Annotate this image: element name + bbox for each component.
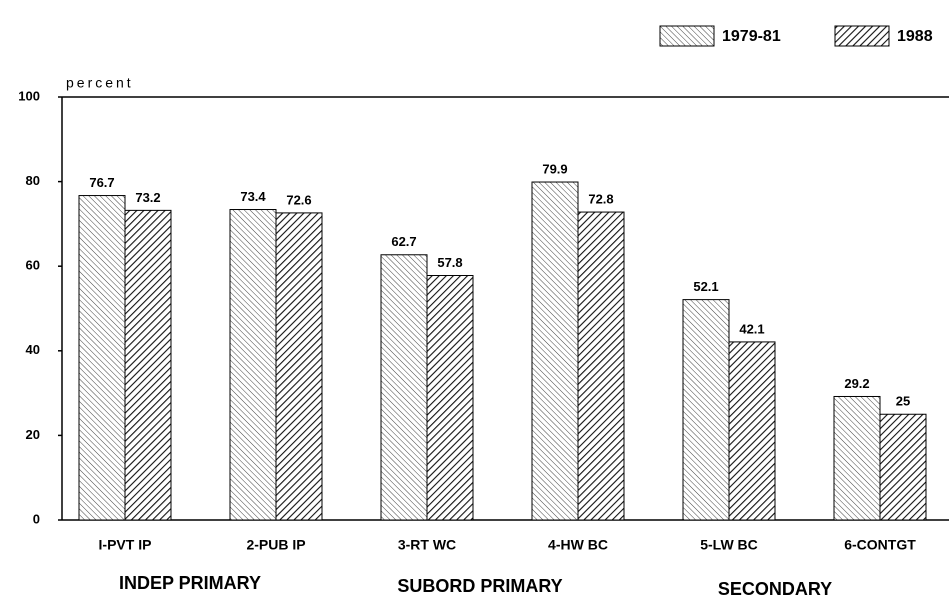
group-label: INDEP PRIMARY [119,573,261,593]
value-label: 72.8 [588,191,613,206]
x-tick-label: 2-PUB IP [246,537,305,553]
bar [682,299,730,521]
value-label: 57.8 [437,255,462,270]
bar [124,209,172,521]
bar [879,413,927,521]
bar [728,341,776,521]
bar [531,181,579,521]
value-label: 29.2 [844,376,869,391]
bar [833,395,881,521]
group-label: SECONDARY [718,579,832,599]
x-tick-label: 5-LW BC [700,537,758,553]
value-label: 73.2 [135,190,160,205]
bar [275,212,323,521]
legend-swatch [659,25,715,47]
y-tick-label: 100 [18,88,40,103]
value-label: 52.1 [693,279,718,294]
value-label: 25 [896,394,910,409]
value-label: 72.6 [286,192,311,207]
bar [229,209,277,521]
x-tick-label: 3-RT WC [398,537,456,553]
x-tick-label: 6-CONTGT [844,537,916,553]
bar [426,275,474,521]
group-label: SUBORD PRIMARY [397,576,562,596]
y-tick-label: 80 [26,173,40,188]
legend-swatch [834,25,890,47]
x-tick-label: I-PVT IP [99,537,152,553]
value-label: 42.1 [739,321,764,336]
value-label: 62.7 [391,234,416,249]
value-label: 76.7 [89,175,114,190]
legend-label: 1988 [897,28,933,45]
y-tick-label: 0 [33,511,40,526]
bar [380,254,428,521]
x-tick-label: 4-HW BC [548,537,608,553]
y-tick-label: 40 [26,342,40,357]
y-axis-label: percent [66,75,134,91]
value-label: 73.4 [240,189,266,204]
bar [577,211,625,521]
y-tick-label: 60 [26,258,40,273]
y-tick-label: 20 [26,427,40,442]
legend-label: 1979-81 [722,28,781,45]
value-label: 79.9 [542,161,567,176]
bar [78,195,126,521]
